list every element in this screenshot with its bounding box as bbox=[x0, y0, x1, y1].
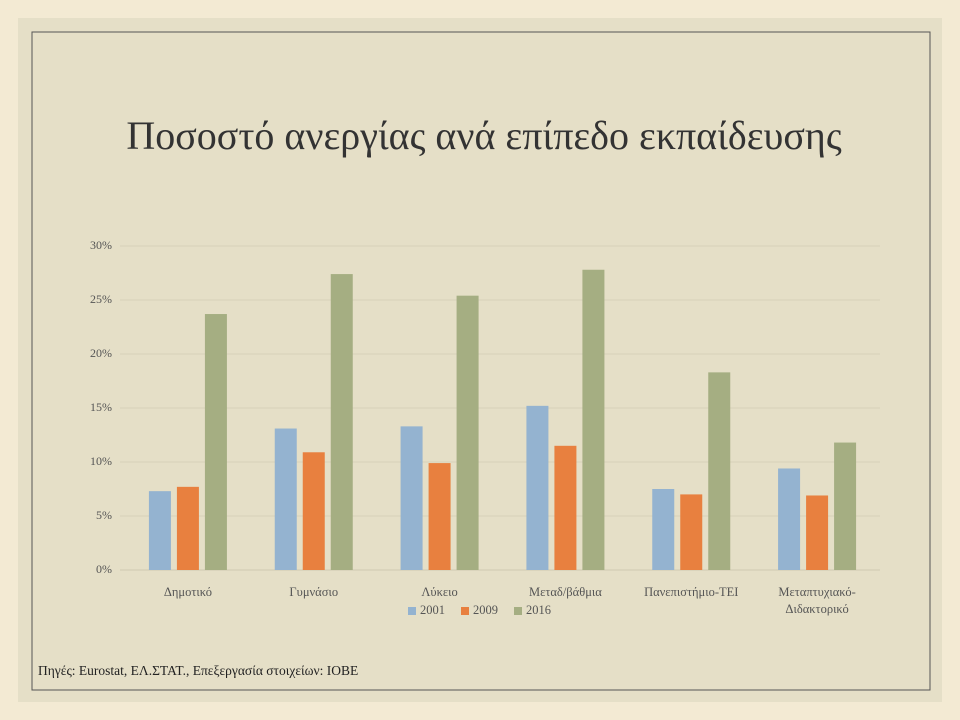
bar bbox=[554, 445, 577, 570]
y-tick-label: 20% bbox=[90, 346, 112, 360]
x-tick-label: Μεταπτυχιακό-Διδακτορικό bbox=[778, 585, 856, 616]
x-tick-label: Πανεπιστήμιο-ΤΕΙ bbox=[644, 585, 739, 599]
bar bbox=[708, 372, 731, 570]
y-tick-label: 0% bbox=[96, 562, 112, 576]
bar bbox=[456, 295, 479, 570]
y-tick-label: 5% bbox=[96, 508, 112, 522]
bar bbox=[652, 489, 675, 570]
x-tick-label: Μεταδ/βάθμια bbox=[529, 585, 602, 599]
bar bbox=[274, 428, 297, 570]
x-tick-label: Γυμνάσιο bbox=[289, 585, 339, 599]
x-tick-label: Δημοτικό bbox=[163, 585, 212, 599]
bar bbox=[330, 274, 353, 570]
legend-swatch bbox=[514, 607, 522, 615]
chart-title: Ποσοστό ανεργίας ανά επίπεδο εκπαίδευσης bbox=[126, 113, 842, 158]
slide-background bbox=[18, 18, 942, 702]
bar bbox=[302, 452, 325, 570]
legend-swatch bbox=[408, 607, 416, 615]
y-tick-label: 15% bbox=[90, 400, 112, 414]
bar bbox=[834, 442, 857, 570]
bar bbox=[148, 491, 171, 570]
bar bbox=[806, 495, 829, 570]
source-note: Πηγές: Eurostat, ΕΛ.ΣΤΑΤ., Επεξεργασία σ… bbox=[38, 663, 358, 678]
y-tick-label: 10% bbox=[90, 454, 112, 468]
bar bbox=[400, 426, 423, 570]
bar bbox=[176, 486, 199, 570]
slide-border bbox=[31, 31, 931, 691]
bar bbox=[582, 269, 605, 570]
bar bbox=[680, 494, 703, 570]
bar bbox=[778, 468, 801, 570]
legend-swatch bbox=[461, 607, 469, 615]
y-tick-label: 30% bbox=[90, 238, 112, 252]
bar bbox=[526, 405, 549, 570]
legend-label: 2016 bbox=[526, 603, 551, 617]
y-tick-label: 25% bbox=[90, 292, 112, 306]
bar bbox=[428, 463, 451, 570]
x-tick-label: Λύκειο bbox=[421, 585, 458, 599]
legend-label: 2009 bbox=[473, 603, 498, 617]
bar bbox=[204, 314, 227, 570]
legend-label: 2001 bbox=[420, 603, 445, 617]
